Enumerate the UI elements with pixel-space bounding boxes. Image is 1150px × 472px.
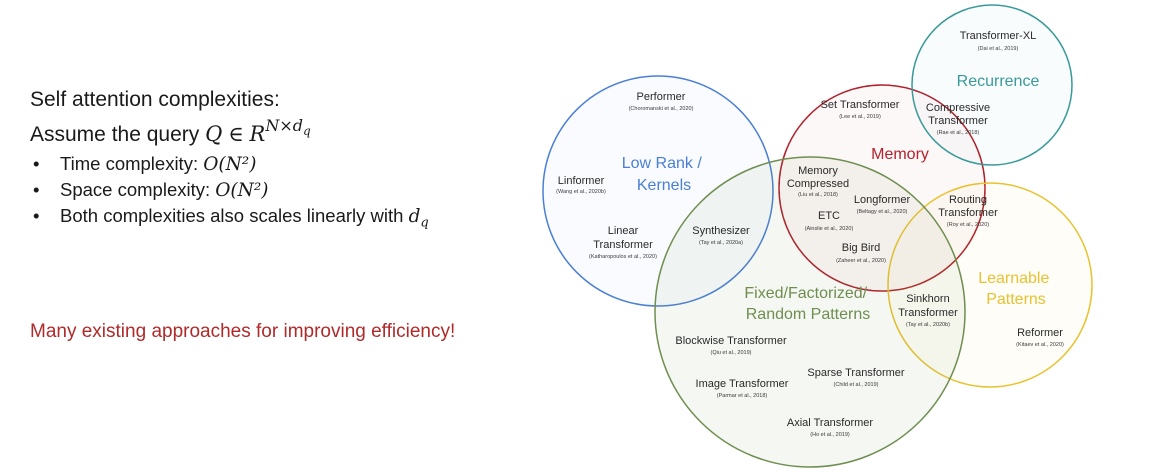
time-complexity-item: Time complexity: O(N²) xyxy=(30,151,550,177)
complexity-list: Time complexity: O(N²) Space complexity:… xyxy=(30,151,550,236)
model-image-transformer: Image Transformer (Parmar et al., 2018) xyxy=(696,378,789,399)
model-blockwise-transformer: Blockwise Transformer (Qiu et al., 2019) xyxy=(675,335,787,356)
learnable-patterns-label: Learnable Patterns xyxy=(978,270,1054,308)
heading: Self attention complexities: xyxy=(30,88,280,111)
recurrence-circle xyxy=(911,4,1073,166)
svg-text:(Dai et al., 2019): (Dai et al., 2019) xyxy=(978,46,1019,52)
model-big-bird: Big Bird (Zaheer et al., 2020) xyxy=(836,242,886,264)
real-space-symbol: R xyxy=(249,122,266,146)
dimension-subscript: q xyxy=(303,124,311,139)
element-of-symbol: ∈ xyxy=(228,122,244,146)
assume-line: Assume the query Q ∈ RN×dq xyxy=(30,114,550,149)
learnable-patterns-circle xyxy=(887,182,1093,388)
time-complexity-formula: O(N²) xyxy=(203,154,257,175)
svg-text:(Choromanski et al., 2020): (Choromanski et al., 2020) xyxy=(629,106,694,112)
model-reformer: Reformer (Kitaev et al., 2020) xyxy=(1016,327,1064,348)
model-routing-transformer: Routing Transformer (Roy et al., 2020) xyxy=(938,194,998,228)
svg-text:(Kitaev et al., 2020): (Kitaev et al., 2020) xyxy=(1016,342,1064,348)
svg-text:Transformer: Transformer xyxy=(593,239,653,251)
model-linear-transformer: Linear Transformer (Katharopoulos et al.… xyxy=(589,225,657,260)
model-transformer-xl: Transformer-XL (Dai et al., 2019) xyxy=(960,30,1037,52)
fixed-patterns-circle xyxy=(654,156,966,468)
efficiency-note: Many existing approaches for improving e… xyxy=(30,321,456,342)
svg-text:Transformer: Transformer xyxy=(928,115,988,127)
space-complexity-formula: O(N²) xyxy=(215,180,269,201)
svg-text:Longformer: Longformer xyxy=(854,194,911,206)
model-sparse-transformer: Sparse Transformer (Child et al., 2019) xyxy=(807,367,905,388)
svg-text:(Wang et al., 2020b): (Wang et al., 2020b) xyxy=(556,189,606,195)
model-memory-compressed: Memory Compressed (Liu et al., 2018) xyxy=(787,165,849,198)
dq-subscript: q xyxy=(420,215,429,231)
low-rank-kernels-label: Low Rank / Kernels xyxy=(622,155,707,194)
model-axial-transformer: Axial Transformer (Ho et al., 2019) xyxy=(787,417,874,438)
svg-text:Transformer: Transformer xyxy=(898,307,958,319)
model-compressive-transformer: Compressive Transformer (Rae et al., 201… xyxy=(926,102,990,136)
svg-text:(Ho et al., 2019): (Ho et al., 2019) xyxy=(810,432,850,438)
space-complexity-item: Space complexity: O(N²) xyxy=(30,177,550,203)
svg-text:Performer: Performer xyxy=(637,91,686,103)
svg-text:Transformer-XL: Transformer-XL xyxy=(960,30,1037,42)
model-performer: Performer (Choromanski et al., 2020) xyxy=(629,91,694,112)
svg-text:Linear: Linear xyxy=(608,225,639,237)
svg-text:(Tay et al., 2020b): (Tay et al., 2020b) xyxy=(906,322,950,328)
query-symbol: Q xyxy=(205,122,223,146)
dq-symbol: d xyxy=(408,206,421,227)
model-synthesizer: Synthesizer (Tay et al., 2020a) xyxy=(692,225,750,246)
linear-scaling-item: Both complexities also scales linearly w… xyxy=(30,203,550,236)
model-set-transformer: Set Transformer (Lee et al., 2019) xyxy=(821,99,900,120)
low-rank-kernels-circle xyxy=(542,75,774,307)
svg-text:(Lee et al., 2019): (Lee et al., 2019) xyxy=(839,114,881,120)
svg-text:(Parmar et al., 2018): (Parmar et al., 2018) xyxy=(717,393,768,399)
svg-text:Sinkhorn: Sinkhorn xyxy=(906,293,949,305)
model-linformer: Linformer (Wang et al., 2020b) xyxy=(556,175,606,195)
model-longformer: Longformer (Beltagy et al., 2020) xyxy=(854,194,911,215)
svg-text:Compressive: Compressive xyxy=(926,102,990,114)
svg-text:Linformer: Linformer xyxy=(558,175,605,187)
svg-text:Sparse Transformer: Sparse Transformer xyxy=(807,367,905,379)
svg-text:Memory: Memory xyxy=(798,165,838,177)
svg-text:(Liu et al., 2018): (Liu et al., 2018) xyxy=(798,192,838,198)
svg-text:(Tay et al., 2020a): (Tay et al., 2020a) xyxy=(699,240,743,246)
svg-text:Transformer: Transformer xyxy=(938,207,998,219)
svg-text:Blockwise Transformer: Blockwise Transformer xyxy=(675,335,787,347)
svg-text:(Child et al., 2019): (Child et al., 2019) xyxy=(834,382,879,388)
dimension-exponent: N×dq xyxy=(265,116,311,139)
svg-text:ETC: ETC xyxy=(818,210,840,222)
svg-text:(Roy et al., 2020): (Roy et al., 2020) xyxy=(947,222,989,228)
svg-text:(Qiu et al., 2019): (Qiu et al., 2019) xyxy=(711,350,752,356)
svg-text:(Zaheer et al., 2020): (Zaheer et al., 2020) xyxy=(836,258,886,264)
model-sinkhorn-transformer: Sinkhorn Transformer (Tay et al., 2020b) xyxy=(898,293,958,328)
svg-text:Set Transformer: Set Transformer xyxy=(821,99,900,111)
svg-text:Routing: Routing xyxy=(949,194,987,206)
svg-text:Axial Transformer: Axial Transformer xyxy=(787,417,874,429)
recurrence-label: Recurrence xyxy=(957,73,1040,90)
assume-prefix: Assume the query xyxy=(30,123,206,146)
memory-circle xyxy=(778,84,986,292)
complexity-panel: Self attention complexities: Assume the … xyxy=(30,86,550,236)
svg-text:Image Transformer: Image Transformer xyxy=(696,378,789,390)
svg-text:(Katharopoulos et al., 2020): (Katharopoulos et al., 2020) xyxy=(589,254,657,260)
svg-text:Synthesizer: Synthesizer xyxy=(692,225,750,237)
model-etc: ETC (Ainslie et al., 2020) xyxy=(805,210,854,232)
fixed-patterns-label: Fixed/Factorized/ Random Patterns xyxy=(744,285,871,323)
svg-text:Reformer: Reformer xyxy=(1017,327,1063,339)
svg-text:(Beltagy et al., 2020): (Beltagy et al., 2020) xyxy=(857,209,908,215)
svg-text:(Rae et al., 2018): (Rae et al., 2018) xyxy=(937,130,980,136)
svg-text:Big Bird: Big Bird xyxy=(842,242,881,254)
svg-text:Compressed: Compressed xyxy=(787,178,849,190)
memory-label: Memory xyxy=(871,146,929,163)
svg-text:(Ainslie et al., 2020): (Ainslie et al., 2020) xyxy=(805,226,854,232)
